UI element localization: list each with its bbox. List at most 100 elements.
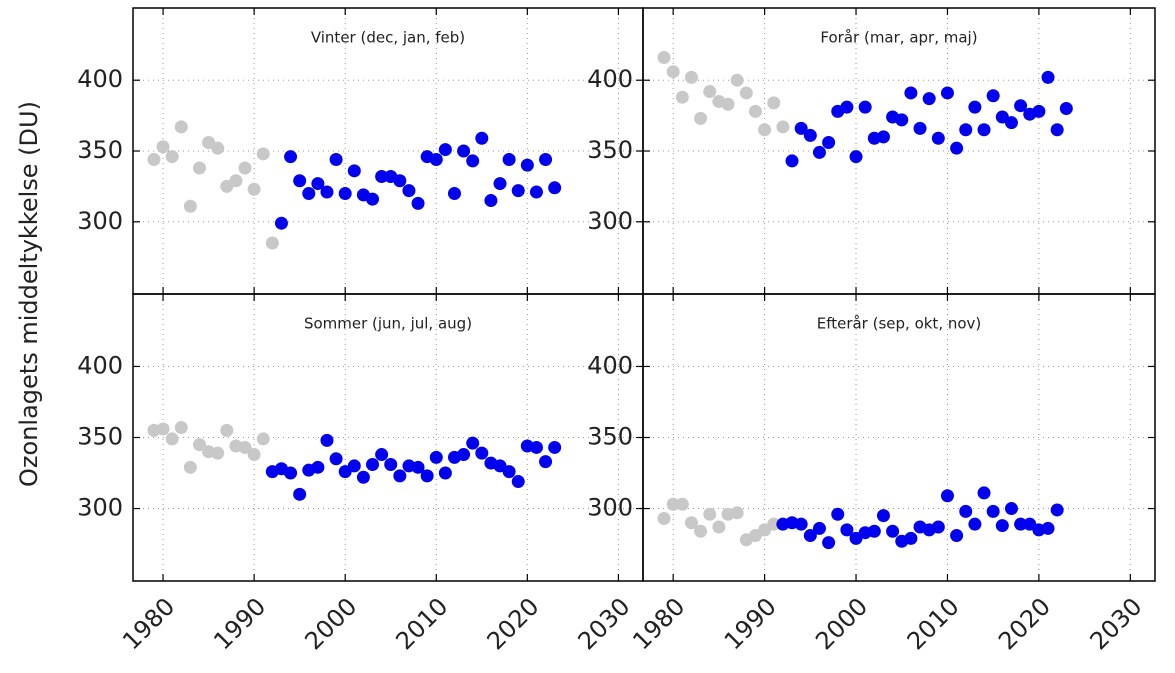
x-tick-label: 1980 xyxy=(117,592,180,655)
data-point xyxy=(511,184,525,198)
data-point xyxy=(529,185,543,199)
data-point xyxy=(1004,116,1018,130)
data-point xyxy=(384,457,398,471)
data-point xyxy=(284,466,298,480)
x-tick-label: 2020 xyxy=(993,592,1056,655)
data-point xyxy=(247,182,261,196)
data-point xyxy=(785,154,799,168)
data-point xyxy=(311,177,325,191)
data-point xyxy=(211,446,225,460)
data-point xyxy=(411,196,425,210)
data-point xyxy=(950,529,964,543)
data-point xyxy=(895,113,909,127)
data-point xyxy=(794,121,808,135)
data-point xyxy=(156,422,170,436)
data-point xyxy=(904,86,918,100)
data-point xyxy=(931,520,945,534)
y-tick-label: 350 xyxy=(77,136,123,164)
data-point xyxy=(238,161,252,175)
panel-title: Sommer (jun, jul, aug) xyxy=(304,315,472,333)
data-point xyxy=(484,194,498,208)
data-point xyxy=(466,154,480,168)
data-point xyxy=(876,130,890,144)
data-point xyxy=(1041,70,1055,84)
data-point xyxy=(822,136,836,150)
data-point xyxy=(347,164,361,178)
data-point xyxy=(922,92,936,106)
data-point xyxy=(429,450,443,464)
data-point xyxy=(694,111,708,125)
data-point xyxy=(867,524,881,538)
y-tick-label: 400 xyxy=(77,65,123,93)
data-point xyxy=(502,465,516,479)
data-point xyxy=(858,100,872,114)
x-tick-label: 2000 xyxy=(810,592,873,655)
data-point xyxy=(475,131,489,145)
data-point xyxy=(329,152,343,166)
x-tick-label: 2030 xyxy=(573,592,636,655)
y-tick-label: 300 xyxy=(587,494,633,522)
data-point xyxy=(356,470,370,484)
data-point xyxy=(1032,104,1046,118)
data-point xyxy=(803,529,817,543)
data-point xyxy=(511,475,525,489)
data-point xyxy=(548,440,562,454)
data-point xyxy=(393,174,407,188)
data-point xyxy=(320,185,334,199)
x-tick-label: 2020 xyxy=(482,592,545,655)
data-point xyxy=(174,120,188,134)
data-point xyxy=(247,448,261,462)
data-point xyxy=(666,65,680,79)
data-point xyxy=(657,511,671,525)
y-tick-label: 350 xyxy=(587,423,633,451)
data-point xyxy=(293,487,307,501)
data-point xyxy=(493,177,507,191)
data-point xyxy=(375,169,389,183)
data-point xyxy=(876,509,890,523)
y-tick-label: 400 xyxy=(587,65,633,93)
y-tick-label: 300 xyxy=(77,207,123,235)
data-point xyxy=(767,517,781,531)
data-point xyxy=(840,100,854,114)
y-tick-label: 300 xyxy=(77,494,123,522)
x-tick-label: 2030 xyxy=(1085,592,1148,655)
y-tick-label: 400 xyxy=(77,351,123,379)
data-point xyxy=(475,446,489,460)
data-point xyxy=(703,507,717,521)
data-point xyxy=(803,128,817,142)
data-point xyxy=(675,497,689,511)
data-point xyxy=(812,521,826,535)
data-point xyxy=(1014,517,1028,531)
data-point xyxy=(986,504,1000,518)
data-point xyxy=(977,486,991,500)
data-point xyxy=(366,192,380,206)
data-point xyxy=(274,216,288,230)
y-axis-label: Ozonlagets middeltykkelse (DU) xyxy=(15,101,43,487)
data-point xyxy=(338,186,352,200)
x-tick-label: 2000 xyxy=(299,592,362,655)
data-point xyxy=(959,504,973,518)
data-point xyxy=(192,161,206,175)
panel-frame xyxy=(642,293,1156,582)
data-point xyxy=(220,423,234,437)
data-point xyxy=(466,436,480,450)
data-point xyxy=(402,184,416,198)
data-point xyxy=(457,448,471,462)
data-point xyxy=(739,86,753,100)
data-point xyxy=(539,152,553,166)
data-point xyxy=(156,140,170,154)
data-point xyxy=(776,120,790,134)
data-point xyxy=(959,123,973,137)
data-point xyxy=(256,147,270,161)
y-tick-label: 400 xyxy=(587,351,633,379)
data-point xyxy=(438,466,452,480)
data-point xyxy=(393,469,407,483)
data-point xyxy=(986,89,1000,103)
data-point xyxy=(684,70,698,84)
data-point xyxy=(1050,503,1064,517)
data-point xyxy=(375,448,389,462)
data-point xyxy=(822,536,836,550)
data-point xyxy=(812,145,826,159)
data-point xyxy=(657,51,671,65)
